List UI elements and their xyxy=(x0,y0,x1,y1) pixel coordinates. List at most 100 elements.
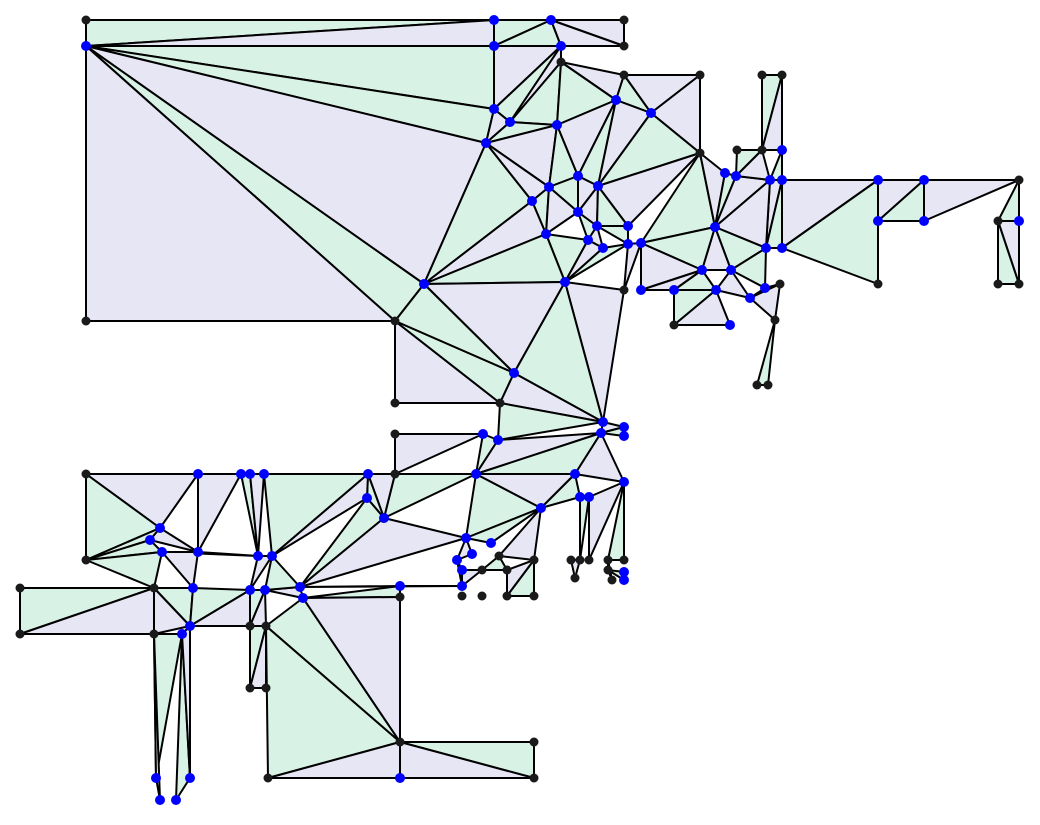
steiner-vertex xyxy=(573,171,583,181)
steiner-vertex xyxy=(236,469,246,479)
triangle-face xyxy=(197,473,242,553)
corner-vertex xyxy=(529,591,539,601)
steiner-vertex xyxy=(573,207,583,217)
corner-vertex xyxy=(81,316,91,326)
corner-vertex xyxy=(873,279,883,289)
steiner-vertex xyxy=(596,428,606,438)
vertices xyxy=(15,15,1024,805)
triangle-face xyxy=(715,269,751,299)
steiner-vertex xyxy=(267,551,277,561)
corner-vertex xyxy=(495,398,505,408)
triangle-face xyxy=(399,741,535,779)
corner-vertex xyxy=(770,315,780,325)
corner-vertex xyxy=(1014,279,1024,289)
steiner-vertex xyxy=(710,222,720,232)
triangle-face xyxy=(781,179,879,285)
corner-vertex xyxy=(457,591,467,601)
steiner-vertex xyxy=(185,773,195,783)
corner-vertex xyxy=(669,320,679,330)
triangle-face xyxy=(465,507,542,544)
steiner-vertex xyxy=(725,320,735,330)
steiner-vertex xyxy=(546,15,556,25)
triangle-face xyxy=(153,633,161,801)
steiner-vertex xyxy=(636,285,646,295)
triangle-face xyxy=(997,220,1020,285)
corner-vertex xyxy=(607,575,617,585)
corner-vertex xyxy=(603,555,613,565)
corner-vertex xyxy=(695,70,705,80)
steiner-vertex xyxy=(171,795,181,805)
steiner-vertex xyxy=(697,265,707,275)
corner-vertex xyxy=(575,555,585,565)
triangle-face xyxy=(461,569,483,587)
corner-vertex xyxy=(477,565,487,575)
triangle-face xyxy=(506,559,535,597)
steiner-vertex xyxy=(245,585,255,595)
triangle-face xyxy=(735,149,771,181)
steiner-vertex xyxy=(720,168,730,178)
steiner-vertex xyxy=(541,229,551,239)
steiner-vertex xyxy=(379,513,389,523)
triangle-face xyxy=(574,432,625,483)
triangle-face xyxy=(673,289,731,326)
triangle-face xyxy=(765,179,783,249)
steiner-vertex xyxy=(505,117,515,127)
triangle-face xyxy=(271,473,369,557)
steiner-vertex xyxy=(777,175,787,185)
corner-vertex xyxy=(775,279,785,289)
triangle-face xyxy=(85,551,163,589)
steiner-vertex xyxy=(711,285,721,295)
steiner-vertex xyxy=(731,171,741,181)
corner-vertex xyxy=(395,737,405,747)
steiner-vertex xyxy=(536,503,546,513)
steiner-vertex xyxy=(584,492,594,502)
triangle-face xyxy=(383,473,477,519)
steiner-vertex xyxy=(509,368,519,378)
corner-vertex xyxy=(619,70,629,80)
triangle-face xyxy=(540,473,581,509)
steiner-vertex xyxy=(489,15,499,25)
steiner-vertex xyxy=(155,795,165,805)
corner-vertex xyxy=(245,621,255,631)
steiner-vertex xyxy=(145,535,155,545)
steiner-vertex xyxy=(873,216,883,226)
corner-vertex xyxy=(566,555,576,565)
corner-vertex xyxy=(261,621,271,631)
triangle-faces xyxy=(19,19,1020,801)
steiner-vertex xyxy=(457,581,467,591)
steiner-vertex xyxy=(295,582,305,592)
corner-vertex xyxy=(529,773,539,783)
triangle-face xyxy=(497,402,604,441)
corner-vertex xyxy=(390,316,400,326)
steiner-vertex xyxy=(765,175,775,185)
corner-vertex xyxy=(81,469,91,479)
triangle-face xyxy=(498,507,542,561)
steiner-vertex xyxy=(593,181,603,191)
steiner-vertex xyxy=(193,469,203,479)
steiner-vertex xyxy=(467,549,477,559)
triangle-face xyxy=(623,242,642,291)
corner-vertex xyxy=(529,737,539,747)
triangle-face xyxy=(85,45,396,322)
steiner-vertex xyxy=(151,773,161,783)
steiner-vertex xyxy=(592,221,602,231)
corner-vertex xyxy=(757,145,767,155)
triangle-face xyxy=(189,589,251,627)
steiner-vertex xyxy=(81,41,91,51)
steiner-vertex xyxy=(489,41,499,51)
corner-vertex xyxy=(619,285,629,295)
corner-vertex xyxy=(732,145,742,155)
steiner-vertex xyxy=(471,469,481,479)
corner-vertex xyxy=(245,683,255,693)
steiner-vertex xyxy=(298,593,308,603)
steiner-vertex xyxy=(177,629,187,639)
corner-vertex xyxy=(570,573,580,583)
steiner-vertex xyxy=(245,469,255,479)
triangle-face xyxy=(761,74,783,151)
steiner-vertex xyxy=(873,175,883,185)
steiner-vertex xyxy=(193,547,203,557)
steiner-vertex xyxy=(611,95,621,105)
steiner-vertex xyxy=(185,621,195,631)
steiner-vertex xyxy=(481,138,491,148)
corner-vertex xyxy=(619,15,629,25)
